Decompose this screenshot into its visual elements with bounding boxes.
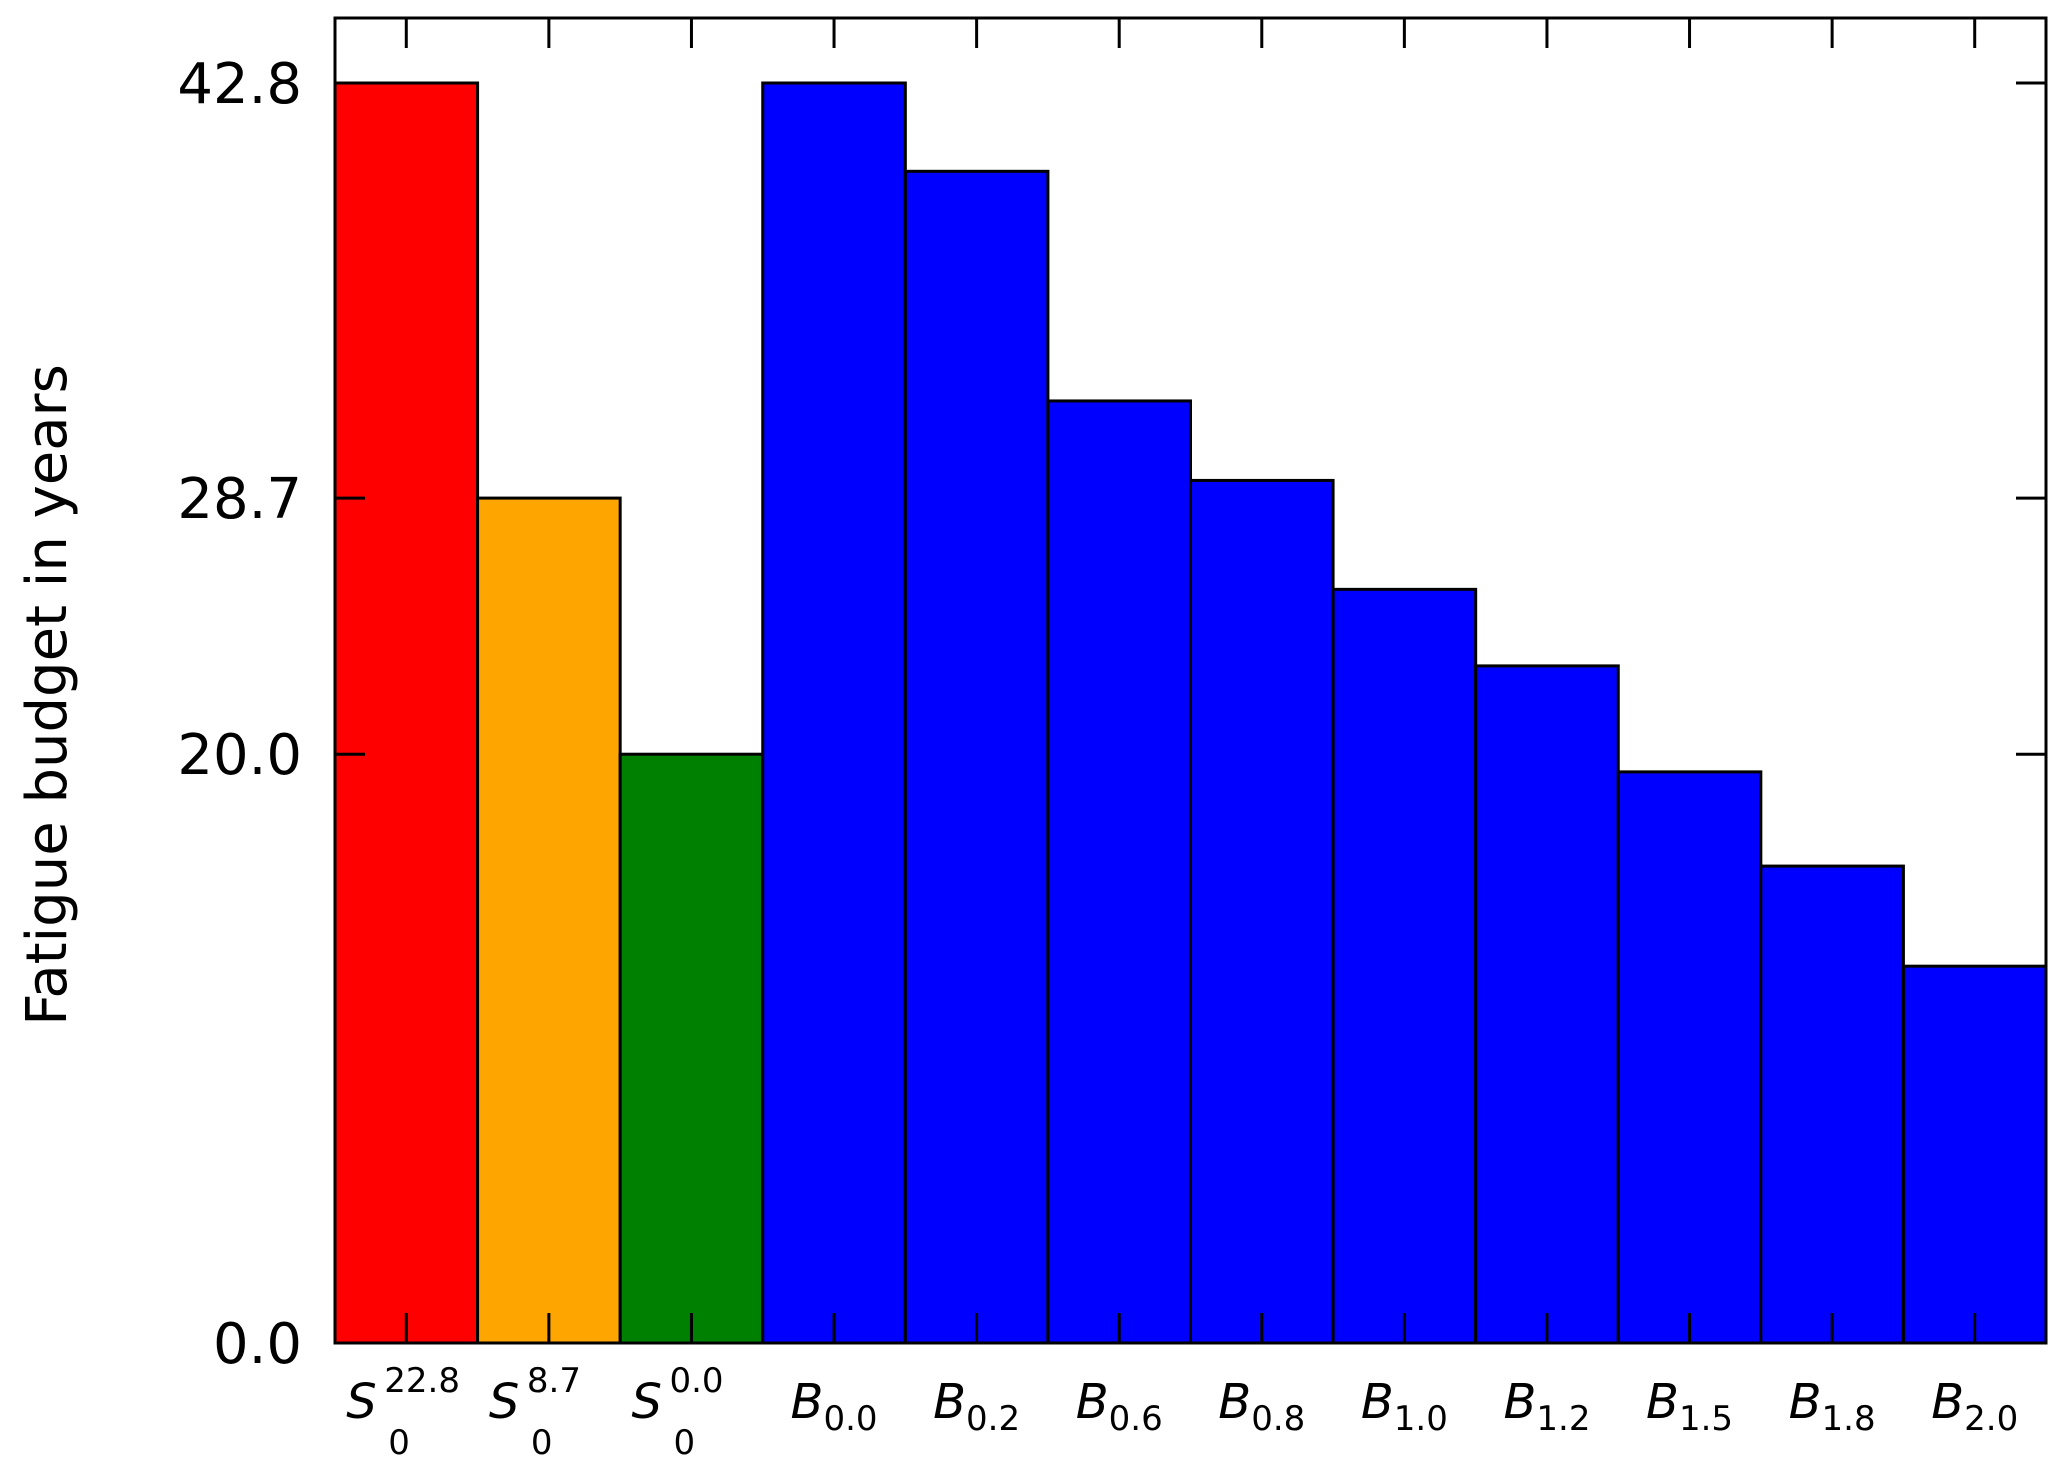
bar: [903, 169, 1050, 1345]
x-tick-label: B1.2: [1503, 1374, 1590, 1439]
bar: [761, 81, 907, 1345]
x-tick-label: B1.8: [1789, 1374, 1876, 1439]
bar: [1331, 587, 1478, 1345]
x-tick-label: B2.0: [1931, 1374, 2018, 1439]
x-tick-label: S 8.7 0: [489, 1361, 581, 1463]
x-tick-label: B1.5: [1646, 1374, 1733, 1439]
y-axis-label: Fatigue budget in years: [15, 364, 80, 1026]
x-tick-label: B0.2: [933, 1374, 1020, 1439]
bar: [476, 496, 622, 1345]
x-tick-label: S 22.8 0: [346, 1361, 460, 1463]
bar: [333, 81, 480, 1345]
y-tick-label: 28.7: [177, 467, 302, 532]
bar: [1189, 478, 1335, 1345]
y-tick-label: 42.8: [177, 52, 302, 117]
tick-labels: S 22.8 0 S 8.7 0 S 0.0 0 B0.0 B0.2 B0.6 B0.8 B1.0 B1.2…: [177, 52, 2018, 1463]
x-tick-label: B1.0: [1361, 1374, 1448, 1439]
x-tick-label: B0.0: [791, 1374, 878, 1439]
y-tick-label: 0.0: [213, 1312, 302, 1377]
bar: [1901, 964, 2048, 1345]
bar: [1474, 664, 1620, 1345]
bars: [333, 81, 2048, 1345]
bar: [1046, 399, 1192, 1345]
x-tick-label: B0.6: [1076, 1374, 1163, 1439]
x-tick-label: B0.8: [1218, 1374, 1305, 1439]
x-tick-label: S 0.0 0: [631, 1361, 723, 1463]
bar: [1759, 864, 1905, 1345]
bar: [618, 752, 765, 1345]
y-tick-label: 20.0: [177, 723, 302, 788]
plot-frame: [333, 16, 2048, 1345]
bar: [1616, 770, 1763, 1345]
